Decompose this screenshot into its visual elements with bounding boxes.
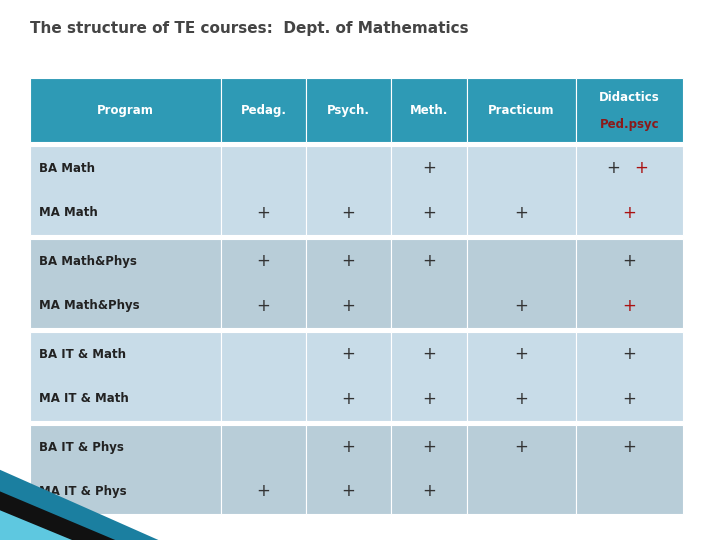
Bar <box>306 78 391 142</box>
Bar <box>391 332 467 421</box>
Bar <box>306 146 391 235</box>
Bar <box>306 332 391 421</box>
Text: +: + <box>341 296 356 315</box>
Bar <box>391 425 467 514</box>
Bar <box>576 239 683 328</box>
Text: +: + <box>422 204 436 222</box>
Text: Didactics: Didactics <box>599 91 660 104</box>
Text: Meth.: Meth. <box>410 104 448 117</box>
Bar <box>221 425 306 514</box>
Bar <box>467 239 576 328</box>
Bar <box>391 239 467 328</box>
Bar <box>30 78 221 142</box>
Text: +: + <box>514 204 528 222</box>
Text: +: + <box>422 252 436 271</box>
Bar <box>467 146 576 235</box>
Bar <box>30 239 221 328</box>
Bar <box>306 425 391 514</box>
Text: Pedag.: Pedag. <box>240 104 287 117</box>
Text: +: + <box>341 438 356 456</box>
Text: MA IT & Math: MA IT & Math <box>39 392 129 405</box>
Text: +: + <box>622 204 636 222</box>
Bar <box>221 146 306 235</box>
Bar <box>391 78 467 142</box>
Text: +: + <box>341 389 356 408</box>
Bar <box>391 146 467 235</box>
Bar <box>576 332 683 421</box>
Text: +: + <box>422 345 436 363</box>
Text: +: + <box>422 438 436 456</box>
Bar <box>467 78 576 142</box>
Text: +: + <box>256 296 271 315</box>
Text: +: + <box>622 345 636 363</box>
Text: Ped.psyc: Ped.psyc <box>600 118 659 131</box>
Text: +: + <box>422 159 436 178</box>
Text: +: + <box>341 252 356 271</box>
Bar <box>30 146 221 235</box>
Polygon shape <box>0 470 158 540</box>
Text: +: + <box>514 389 528 408</box>
Text: The structure of TE courses:  Dept. of Mathematics: The structure of TE courses: Dept. of Ma… <box>30 21 469 36</box>
Text: BA IT & Math: BA IT & Math <box>39 348 126 361</box>
Polygon shape <box>0 510 72 540</box>
Text: +: + <box>341 204 356 222</box>
Bar <box>467 425 576 514</box>
Text: +: + <box>422 482 436 501</box>
Text: +: + <box>256 482 271 501</box>
Bar <box>221 78 306 142</box>
Text: MA IT & Phys: MA IT & Phys <box>39 485 127 498</box>
Text: +: + <box>606 159 621 178</box>
Text: +: + <box>514 296 528 315</box>
Bar <box>30 332 221 421</box>
Text: +: + <box>341 345 356 363</box>
Text: MA Math&Phys: MA Math&Phys <box>39 299 140 312</box>
Bar <box>467 332 576 421</box>
Text: BA IT & Phys: BA IT & Phys <box>39 441 124 454</box>
Text: +: + <box>622 389 636 408</box>
Text: MA Math: MA Math <box>39 206 98 219</box>
Text: +: + <box>634 159 648 178</box>
Text: +: + <box>256 252 271 271</box>
Text: Program: Program <box>97 104 154 117</box>
Text: +: + <box>622 252 636 271</box>
Text: +: + <box>622 438 636 456</box>
Polygon shape <box>0 491 115 540</box>
Text: +: + <box>341 482 356 501</box>
Bar <box>221 332 306 421</box>
Text: +: + <box>422 389 436 408</box>
Text: Psych.: Psych. <box>327 104 370 117</box>
Bar <box>306 239 391 328</box>
Text: Practicum: Practicum <box>488 104 554 117</box>
Text: +: + <box>256 204 271 222</box>
Text: +: + <box>514 345 528 363</box>
Bar <box>576 146 683 235</box>
Bar <box>576 425 683 514</box>
Text: +: + <box>514 438 528 456</box>
Text: +: + <box>622 296 636 315</box>
Text: BA Math: BA Math <box>39 162 95 175</box>
Bar <box>221 239 306 328</box>
Text: BA Math&Phys: BA Math&Phys <box>39 255 137 268</box>
Bar <box>30 425 221 514</box>
Bar <box>576 78 683 142</box>
